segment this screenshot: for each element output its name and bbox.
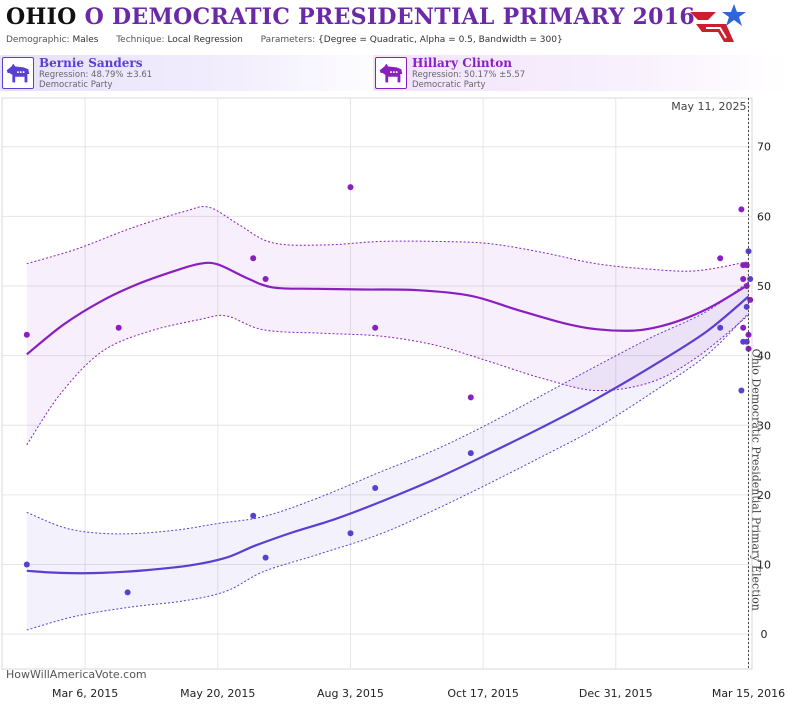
data-point-hillary-clinton [740, 276, 747, 282]
confidence-band-bernie-sanders [26, 281, 749, 630]
technique-value: Local Regression [167, 35, 243, 45]
data-point-bernie-sanders [262, 554, 269, 561]
democrat-donkey-icon [375, 57, 407, 89]
band-upper-bernie-sanders [26, 281, 749, 535]
band-lower-bernie-sanders [26, 312, 749, 631]
site-logo-icon [690, 4, 746, 42]
x-tick-label: May 20, 2015 [180, 687, 255, 700]
candidate-regression: Regression: 48.79% ±3.61 [39, 70, 153, 80]
data-point-bernie-sanders [717, 324, 724, 331]
y-tick-label: 30 [757, 419, 771, 432]
x-tick-label: Oct 17, 2015 [447, 687, 519, 700]
site-credit: HowWillAmericaVote.com [6, 668, 147, 681]
y-tick-label: 40 [757, 350, 771, 363]
candidate-name: Bernie Sanders [39, 56, 143, 70]
y-tick-label: 60 [757, 210, 771, 223]
data-point-hillary-clinton [745, 345, 752, 352]
y-tick-label: 70 [757, 141, 771, 154]
snapshot-date-label: May 11, 2025 [671, 100, 746, 113]
regression-line-bernie-sanders [26, 295, 750, 575]
band-upper-hillary-clinton [26, 206, 749, 272]
plot-frame [1, 97, 753, 670]
regression-chart: 0 10 20 30 40 50 60 70 Mar 6, 2015 May 20, 2015 Au… [1, 97, 785, 700]
x-tick-label: Aug 3, 2015 [317, 687, 384, 700]
data-point-hillary-clinton [250, 255, 257, 262]
candidate-card-sanders: Bernie Sanders Regression: 48.79% ±3.61 … [0, 55, 395, 91]
x-tick-label: Dec 31, 2015 [579, 687, 653, 700]
technique-key: Technique: [116, 35, 165, 45]
data-point-hillary-clinton [115, 324, 122, 331]
data-point-bernie-sanders [467, 450, 474, 457]
race-name: O DEMOCRATIC PRESIDENTIAL PRIMARY 2016 [84, 4, 695, 30]
candidate-card-clinton: Hillary Clinton Regression: 50.17% ±5.57… [373, 55, 789, 91]
election-label: Ohio Democratic Presidential Primary Ele… [749, 349, 762, 611]
y-tick-label: 10 [757, 559, 771, 572]
data-point-hillary-clinton [372, 324, 379, 331]
parameters-line: Demographic: Males Technique: Local Regr… [6, 35, 563, 45]
x-tick-label: Mar 15, 2016 [712, 687, 785, 700]
data-point-bernie-sanders [124, 589, 131, 596]
data-point-bernie-sanders [23, 561, 30, 568]
data-point-hillary-clinton [467, 394, 474, 401]
data-point-hillary-clinton [262, 276, 269, 282]
state-name: OHIO [6, 4, 77, 30]
x-tick-label: Mar 6, 2015 [52, 687, 118, 700]
demographic-key: Demographic: [6, 35, 70, 45]
y-tick-label: 50 [757, 280, 771, 293]
parameters-key: Parameters: [260, 35, 316, 45]
data-point-bernie-sanders [747, 276, 754, 282]
y-tick-label: 20 [757, 489, 771, 502]
data-point-bernie-sanders [743, 303, 750, 310]
candidate-regression: Regression: 50.17% ±5.57 [412, 70, 526, 80]
chart-title: OHIO O DEMOCRATIC PRESIDENTIAL PRIMARY 2… [6, 4, 695, 30]
y-tick-label: 0 [761, 628, 768, 641]
data-point-bernie-sanders [738, 387, 745, 394]
demographic-value: Males [72, 35, 99, 45]
data-point-hillary-clinton [23, 331, 30, 338]
data-point-hillary-clinton [717, 255, 724, 262]
data-point-bernie-sanders [347, 530, 354, 537]
data-point-bernie-sanders [372, 485, 379, 491]
data-point-bernie-sanders [250, 512, 257, 519]
candidate-party: Democratic Party [39, 80, 113, 90]
data-point-hillary-clinton [347, 184, 354, 191]
data-point-hillary-clinton [740, 324, 747, 331]
candidate-party: Democratic Party [412, 80, 486, 90]
data-point-hillary-clinton [738, 206, 745, 213]
democrat-donkey-icon [2, 57, 34, 89]
candidate-name: Hillary Clinton [412, 56, 512, 70]
regression-line-hillary-clinton [26, 261, 750, 356]
parameters-value: {Degree = Quadratic, Alpha = 0.5, Bandwi… [318, 35, 563, 45]
band-lower-hillary-clinton [26, 314, 749, 446]
confidence-band-hillary-clinton [26, 206, 749, 445]
